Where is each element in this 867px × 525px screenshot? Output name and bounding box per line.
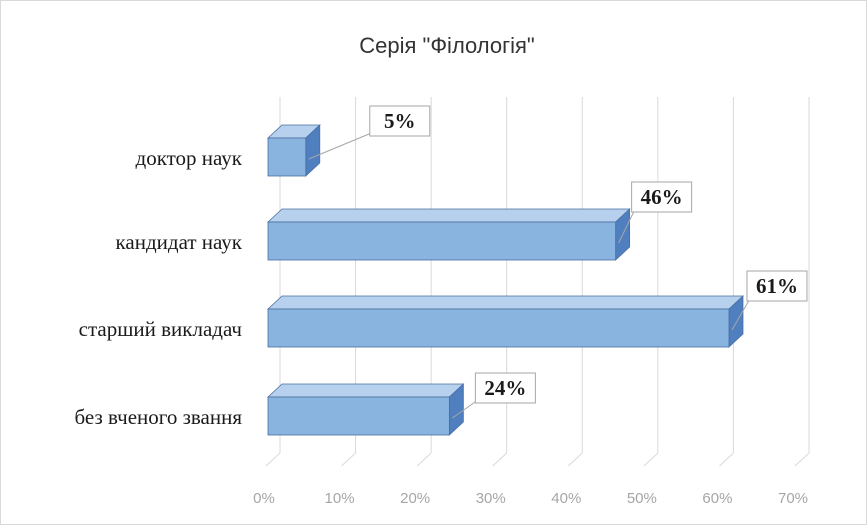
data-label: 5% [384,109,416,133]
data-label-box [746,270,808,302]
gridline-floor [794,452,810,467]
bar-top-face [266,383,465,398]
x-tick-label: 30% [476,490,506,507]
category-label: без вченого звання [75,405,243,429]
x-tick-label: 70% [778,490,808,507]
bar-front-face [267,221,617,261]
data-label-leader [731,296,752,331]
bars [266,124,745,436]
x-axis-ticks: 0% 10% 20% 30% 40% 50% 60% 70% [253,490,808,507]
bar [266,124,321,177]
bar-top-face [266,295,745,310]
x-tick-label: 50% [627,490,657,507]
x-tick-label: 40% [551,490,581,507]
gridline-floor [341,452,356,467]
data-label-box [631,181,693,213]
chart-title: Серія "Філологія" [359,33,534,58]
data-label-leader [618,207,637,244]
bar-front-face [267,396,450,436]
bar [266,208,631,261]
x-tick-label: 0% [253,490,275,507]
data-label-leader [308,131,374,160]
x-tick-label: 20% [400,490,430,507]
bar-front-face [267,137,307,177]
data-label: 61% [756,274,798,298]
x-tick-label: 60% [702,490,732,507]
gridline-floor [567,452,583,467]
data-labels: 5% 46% 61% 24% [308,105,808,419]
bar [266,295,745,348]
category-label: доктор наук [136,146,243,170]
category-labels: доктор наук кандидат наук старший викладач… [75,146,243,429]
gridline-floor [719,452,734,467]
data-label-box [474,372,536,404]
bar-top-face [266,208,631,223]
gridline-floor [265,452,281,467]
data-label-box [369,105,431,137]
gridline-floor [492,452,508,467]
category-label: старший викладач [79,317,243,341]
category-label: кандидат наук [116,230,243,254]
data-label: 46% [641,185,683,209]
bar [266,383,465,436]
bar-front-face [267,308,730,348]
data-label: 24% [484,376,526,400]
gridline-floor [643,452,659,467]
gridline-floor [416,452,432,467]
x-tick-label: 10% [325,490,355,507]
gridlines [265,97,810,467]
